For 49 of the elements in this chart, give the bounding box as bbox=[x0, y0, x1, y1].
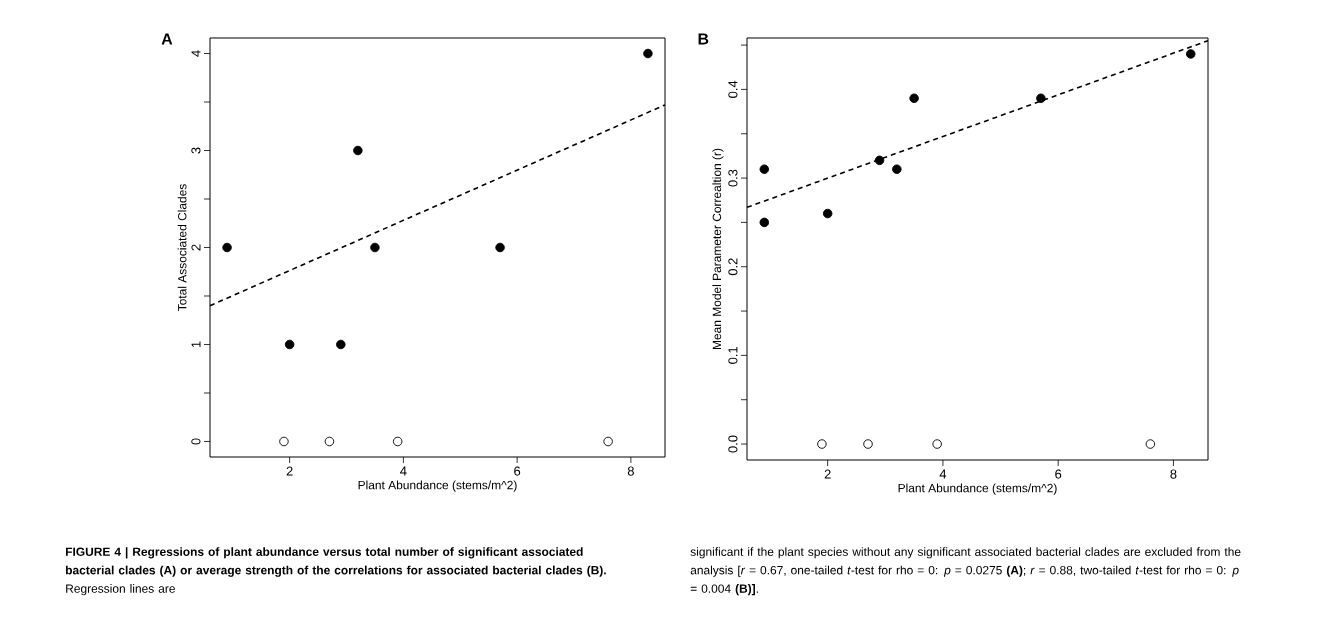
y-tick-label: 0.2 bbox=[728, 258, 738, 276]
y-tick-label: 1 bbox=[191, 341, 201, 348]
y-tick-label: 3 bbox=[191, 147, 201, 154]
point bbox=[1036, 93, 1046, 104]
point bbox=[643, 48, 653, 59]
point bbox=[759, 217, 770, 228]
y-tick-label: 0.1 bbox=[728, 347, 738, 364]
point bbox=[284, 339, 295, 350]
point bbox=[353, 145, 363, 156]
chart-title: B bbox=[698, 33, 709, 45]
y-tick-label: 4 bbox=[191, 50, 201, 57]
point bbox=[279, 436, 289, 447]
y-axis-title: Mean Model Parameter Correaltion (r) bbox=[712, 148, 724, 349]
point bbox=[1185, 49, 1196, 59]
point bbox=[370, 242, 380, 253]
point bbox=[336, 339, 346, 350]
x-tick-label: 6 bbox=[1055, 469, 1062, 479]
y-tick-label: 2 bbox=[191, 244, 201, 251]
x-tick-label: 6 bbox=[514, 466, 521, 476]
point bbox=[392, 436, 403, 447]
x-axis-title: Plant Abundance (stems/m^2) bbox=[898, 483, 1057, 495]
chart-title: A bbox=[161, 33, 173, 45]
point bbox=[822, 208, 833, 219]
y-tick-label: 0.0 bbox=[728, 435, 738, 453]
x-tick-label: 2 bbox=[286, 466, 293, 476]
y-tick-label: 0 bbox=[191, 438, 201, 445]
text: FIGURE 4 | Regressions of plant abundance versus total number of significant associated bacterial clades (A) or average strength of the correlations for associated bacterial clades (B). Regression lines are bbox=[65, 547, 606, 596]
x-tick-label: 8 bbox=[1170, 469, 1177, 479]
point bbox=[932, 439, 942, 449]
point bbox=[874, 155, 885, 166]
point bbox=[817, 439, 827, 449]
point bbox=[863, 439, 873, 449]
x-tick-label: 4 bbox=[400, 466, 407, 476]
point bbox=[892, 164, 902, 174]
point bbox=[324, 436, 335, 447]
point bbox=[1145, 439, 1156, 449]
point bbox=[759, 164, 770, 174]
point bbox=[603, 436, 613, 447]
y-tick-label: 0.3 bbox=[728, 169, 738, 187]
x-tick-label: 4 bbox=[939, 469, 947, 479]
x-tick-label: 2 bbox=[824, 469, 831, 479]
x-axis-title: Plant Abundance (stems/m^2) bbox=[358, 480, 517, 492]
point bbox=[222, 242, 232, 253]
point bbox=[495, 242, 505, 253]
text: significant if the plant species without any significant associated bacterial clades are excluded from the analysis [r = 0.67, one-tailed t-test for rho = 0: p = 0.0275 (A); r = 0.88, two-tailed t-test for rho = 0: p = 0.004 (B)]. bbox=[690, 547, 1241, 596]
y-tick-label: 0.4 bbox=[728, 80, 738, 98]
y-axis-title: Total Associated Clades bbox=[177, 184, 187, 312]
point bbox=[909, 93, 919, 104]
x-tick-label: 8 bbox=[627, 466, 634, 476]
